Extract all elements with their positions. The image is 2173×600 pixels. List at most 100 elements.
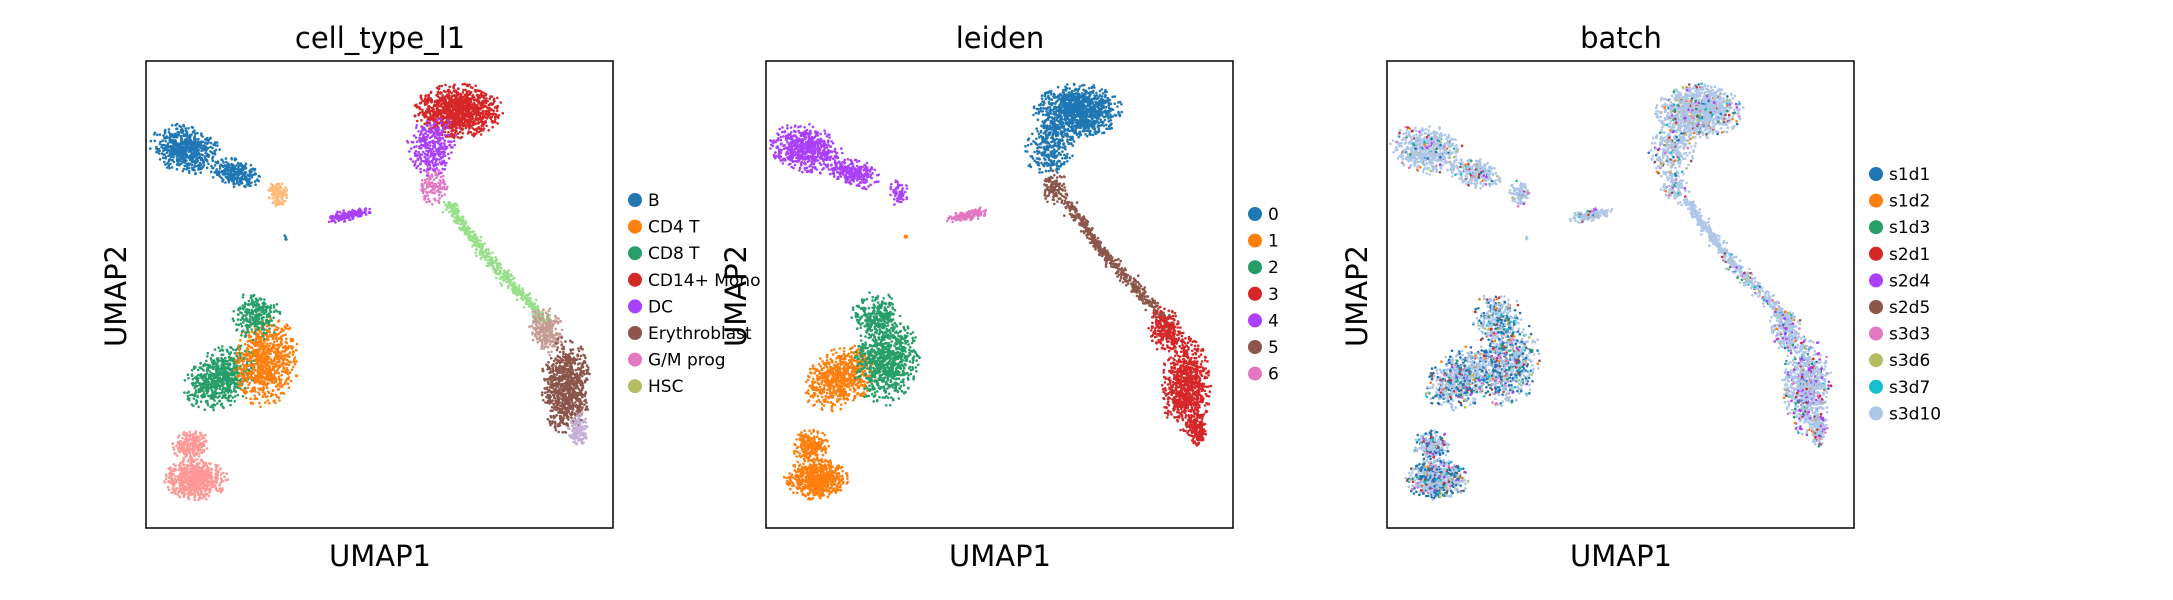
data-point [230,390,233,393]
data-point [438,194,441,197]
data-point [443,193,446,196]
data-point [193,493,196,496]
data-point [242,172,245,175]
data-point [426,124,429,127]
data-point [418,154,421,157]
data-point [282,346,285,349]
data-point [186,165,189,168]
data-point [493,98,496,101]
data-point [228,352,231,355]
data-point [275,333,278,336]
data-point [265,319,268,322]
data-point [267,312,270,315]
data-point [273,399,276,402]
data-point [222,406,225,409]
data-point [431,168,434,171]
data-point [233,185,236,188]
data-point [454,112,457,115]
data-point [357,214,360,217]
data-point [423,112,426,115]
data-point [444,84,447,87]
data-point [226,349,229,352]
data-point [222,480,225,483]
data-point [191,126,194,129]
data-point [162,134,165,137]
data-point [278,344,281,347]
data-point [289,327,292,330]
data-point [427,94,430,97]
data-point [456,91,459,94]
data-point [188,172,191,175]
data-point [251,355,254,358]
data-point [187,395,190,398]
data-point [214,153,217,156]
data-point [245,163,248,166]
data-point [442,115,445,118]
data-point [239,168,242,171]
data-point [446,95,449,98]
data-point [204,364,207,367]
data-point [197,377,200,380]
data-point [422,100,425,103]
data-point [238,184,241,187]
data-point [159,133,162,136]
data-point [229,404,232,407]
data-point [440,142,443,145]
data-point [451,106,454,109]
data-point [235,386,238,389]
data-point [433,165,436,168]
data-point [427,146,430,149]
data-point [414,115,417,118]
data-point [257,387,260,390]
data-point [256,356,259,359]
data-point [217,366,220,369]
data-point [192,378,195,381]
data-point [276,190,279,193]
data-point [424,132,427,135]
data-point [484,120,487,123]
data-point [191,152,194,155]
data-point [457,119,460,122]
data-point [429,123,432,126]
data-point [428,150,431,153]
data-point [480,92,483,95]
data-point [269,342,272,345]
data-point [153,140,156,143]
data-point [427,198,430,201]
data-point [211,468,214,471]
data-point [241,352,244,355]
data-point [243,175,246,178]
data-point [424,188,427,191]
data-point [417,165,420,168]
data-point [285,349,288,352]
data-point [164,140,167,143]
data-point [214,396,217,399]
data-point [466,99,469,102]
data-point [248,358,251,361]
data-point [177,152,180,155]
data-point [251,299,254,302]
data-point [171,159,174,162]
data-point [419,162,422,165]
data-point [275,205,278,208]
data-point [466,107,469,110]
data-point [444,164,447,167]
data-point [254,330,257,333]
data-point [268,366,271,369]
data-point [200,141,203,144]
data-point [489,108,492,111]
data-point [267,369,270,372]
data-point [193,499,196,502]
data-point [238,307,241,310]
data-point [228,395,231,398]
data-point [201,383,204,386]
data-point [292,339,295,342]
data-point [266,337,269,340]
data-point [424,95,427,98]
data-point [281,343,284,346]
data-point [257,299,260,302]
data-point [421,128,424,131]
data-point [281,182,284,185]
data-point [430,101,433,104]
data-point [293,358,296,361]
